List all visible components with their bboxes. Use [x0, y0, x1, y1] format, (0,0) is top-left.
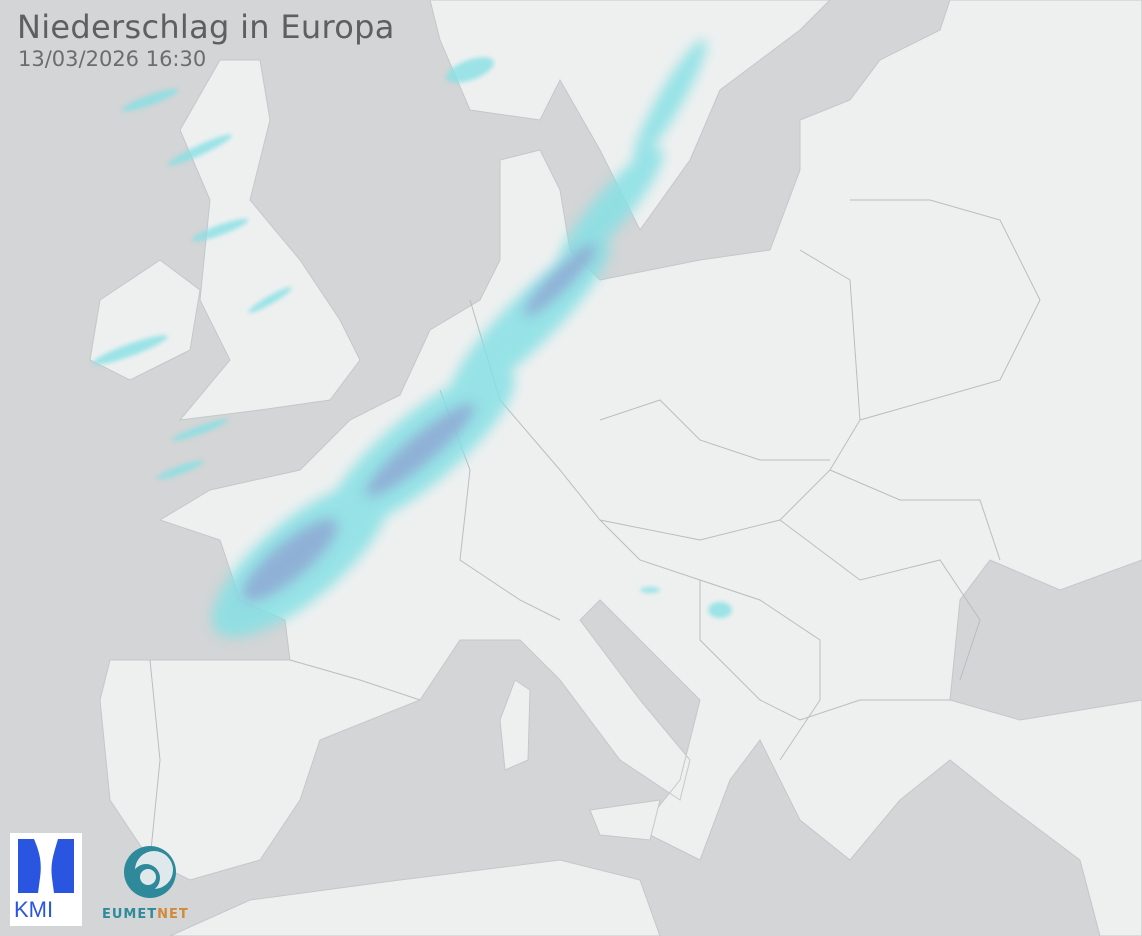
borders: [149, 199, 1041, 861]
scandinavia: [429, 0, 831, 231]
corsica-sardinia: [499, 679, 531, 771]
timestamp: 13/03/2026 16:30: [18, 47, 207, 71]
great-britain: [178, 59, 361, 421]
eumetnet-emblem-icon: [124, 846, 176, 898]
eumetnet-text-a: EUMET: [102, 907, 158, 922]
north-africa: [169, 859, 661, 936]
sicily: [589, 799, 661, 841]
eumetnet-logo: EUMETNET: [100, 840, 200, 926]
precipitation: [92, 39, 732, 638]
land: [89, 0, 1142, 936]
eumetnet-logo-text: EUMETNET: [102, 907, 189, 922]
map-title: Niederschlag in Europa: [17, 8, 395, 46]
kmi-logo: KMI: [10, 833, 82, 926]
eumetnet-text-b: NET: [157, 907, 189, 922]
kmi-emblem-icon: [18, 839, 74, 893]
continent: [99, 0, 1142, 936]
kmi-logo-text: KMI: [14, 897, 54, 922]
